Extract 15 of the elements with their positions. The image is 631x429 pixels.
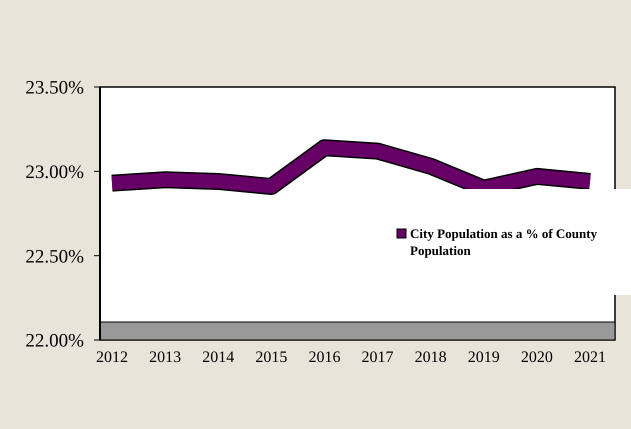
x-tick-label: 2019 bbox=[468, 349, 500, 366]
x-tick-label: 2016 bbox=[308, 349, 340, 366]
y-tick-label: 23.50% bbox=[25, 78, 84, 99]
x-tick-label: 2013 bbox=[149, 349, 182, 366]
x-tick-label: 2020 bbox=[520, 349, 553, 366]
x-tick-label: 2018 bbox=[414, 349, 447, 366]
x-tick-label: 2021 bbox=[574, 349, 606, 366]
x-tick-label: 2015 bbox=[255, 349, 288, 366]
x-tick-label: 2014 bbox=[202, 349, 234, 366]
legend-label: City Population as a % of County Population bbox=[410, 226, 598, 258]
x-tick-label: 2012 bbox=[96, 349, 128, 366]
y-tick-label: 22.00% bbox=[25, 330, 84, 352]
y-tick-label: 22.50% bbox=[25, 246, 84, 268]
y-tick-label: 23.00% bbox=[25, 162, 84, 183]
x-tick-label: 2017 bbox=[362, 349, 394, 366]
